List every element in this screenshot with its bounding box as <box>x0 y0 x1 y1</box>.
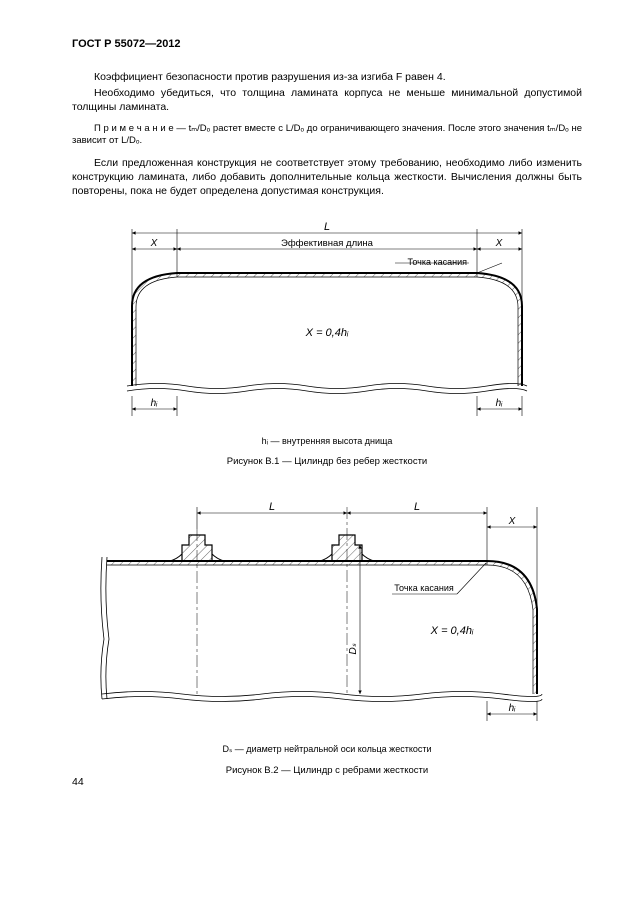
para-3: Если предложенная конструкция не соответ… <box>72 156 582 199</box>
para-1: Коэффициент безопасности против разрушен… <box>72 70 582 84</box>
figure-b1: L X X Эффективная длина Точка касания X … <box>72 221 582 467</box>
doc-header: ГОСТ Р 55072—2012 <box>72 38 582 50</box>
fig2-eq: X = 0,4hᵢ <box>430 625 474 637</box>
para-2: Необходимо убедиться, что толщина ламина… <box>72 86 582 114</box>
fig2-L2: L <box>414 501 420 513</box>
figure-b1-svg: L X X Эффективная длина Точка касания X … <box>97 221 557 421</box>
note-label: П р и м е ч а н и е <box>94 123 174 134</box>
fig2-caption: Рисунок В.2 — Цилиндр с ребрами жесткост… <box>72 765 582 776</box>
fig1-caption: Рисунок В.1 — Цилиндр без ребер жесткост… <box>72 456 582 467</box>
fig1-tangent: Точка касания <box>408 257 468 267</box>
fig2-minor-caption: Dₛ — диаметр нейтральной оси кольца жест… <box>72 744 582 755</box>
figure-b2-svg: L L X Точка касания X = 0,4hᵢ Dₛ hᵢ <box>92 499 562 729</box>
fig1-hL: hᵢ <box>151 398 159 409</box>
fig2-hR: hᵢ <box>509 703 517 714</box>
fig1-L: L <box>324 221 330 233</box>
fig1-X2: X <box>495 238 503 249</box>
fig2-tangent: Точка касания <box>394 583 454 593</box>
page-number: 44 <box>72 776 84 788</box>
figure-b2: L L X Точка касания X = 0,4hᵢ Dₛ hᵢ Dₛ —… <box>72 499 582 776</box>
fig1-hR: hᵢ <box>496 398 504 409</box>
fig1-minor-caption: hᵢ — внутренняя высота днища <box>72 436 582 446</box>
fig1-eq: X = 0,4hᵢ <box>305 327 349 339</box>
fig2-X: X <box>508 516 516 527</box>
fig2-Ds: Dₛ <box>348 643 359 654</box>
fig1-X1: X <box>150 238 158 249</box>
note: П р и м е ч а н и е — tₘ/Dₒ растет вмест… <box>72 123 582 149</box>
fig1-eff: Эффективная длина <box>281 238 374 249</box>
fig2-L1: L <box>269 501 275 513</box>
